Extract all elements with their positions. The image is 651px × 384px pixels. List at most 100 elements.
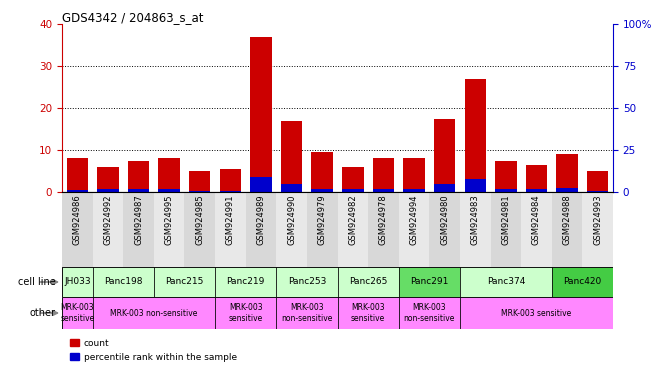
Bar bbox=[92, 297, 215, 329]
Text: MRK-003
non-sensitive: MRK-003 non-sensitive bbox=[281, 303, 333, 323]
Text: Panc374: Panc374 bbox=[487, 278, 525, 286]
Bar bbox=[465, 179, 486, 192]
Text: Panc219: Panc219 bbox=[227, 278, 265, 286]
Text: GSM924978: GSM924978 bbox=[379, 194, 388, 245]
Bar bbox=[62, 192, 92, 267]
Bar bbox=[398, 267, 460, 297]
Text: other: other bbox=[29, 308, 55, 318]
Bar bbox=[215, 267, 276, 297]
Bar bbox=[311, 152, 333, 192]
Bar bbox=[307, 192, 337, 267]
Bar bbox=[495, 189, 517, 192]
Text: GSM924982: GSM924982 bbox=[348, 194, 357, 245]
Bar bbox=[128, 189, 149, 192]
Text: Panc198: Panc198 bbox=[104, 278, 143, 286]
Text: MRK-003 sensitive: MRK-003 sensitive bbox=[501, 308, 572, 318]
Text: Panc253: Panc253 bbox=[288, 278, 326, 286]
Text: GSM924987: GSM924987 bbox=[134, 194, 143, 245]
Bar bbox=[557, 188, 578, 192]
Bar bbox=[342, 167, 363, 192]
Bar bbox=[521, 192, 552, 267]
Bar bbox=[250, 36, 271, 192]
Bar bbox=[62, 267, 92, 297]
Bar bbox=[219, 191, 241, 192]
Bar bbox=[342, 189, 363, 192]
Bar bbox=[276, 297, 337, 329]
Bar bbox=[337, 267, 398, 297]
Text: MRK-003
sensitive: MRK-003 sensitive bbox=[60, 303, 94, 323]
Text: GSM924995: GSM924995 bbox=[165, 194, 174, 245]
Bar bbox=[158, 189, 180, 192]
Bar bbox=[154, 267, 215, 297]
Bar bbox=[184, 192, 215, 267]
Text: Panc265: Panc265 bbox=[349, 278, 387, 286]
Bar bbox=[460, 192, 491, 267]
Bar bbox=[189, 191, 210, 192]
Bar bbox=[66, 159, 88, 192]
Bar bbox=[398, 192, 429, 267]
Bar bbox=[311, 189, 333, 192]
Bar bbox=[491, 192, 521, 267]
Bar bbox=[552, 192, 583, 267]
Bar bbox=[245, 192, 276, 267]
Bar bbox=[368, 192, 398, 267]
Bar bbox=[398, 297, 460, 329]
Text: MRK-003
sensitive: MRK-003 sensitive bbox=[351, 303, 385, 323]
Text: GSM924989: GSM924989 bbox=[256, 194, 266, 245]
Text: Panc291: Panc291 bbox=[410, 278, 449, 286]
Text: GSM924981: GSM924981 bbox=[501, 194, 510, 245]
Text: GSM924991: GSM924991 bbox=[226, 194, 235, 245]
Bar bbox=[92, 192, 123, 267]
Text: GSM924985: GSM924985 bbox=[195, 194, 204, 245]
Bar bbox=[552, 267, 613, 297]
Bar bbox=[373, 159, 394, 192]
Bar bbox=[373, 189, 394, 192]
Text: MRK-003
sensitive: MRK-003 sensitive bbox=[229, 303, 263, 323]
Bar bbox=[434, 184, 455, 192]
Bar bbox=[404, 189, 424, 192]
Text: GSM924994: GSM924994 bbox=[409, 194, 419, 245]
Bar bbox=[154, 192, 184, 267]
Text: GSM924986: GSM924986 bbox=[73, 194, 82, 245]
Legend: count, percentile rank within the sample: count, percentile rank within the sample bbox=[66, 336, 240, 365]
Bar bbox=[429, 192, 460, 267]
Bar bbox=[281, 184, 302, 192]
Text: Panc215: Panc215 bbox=[165, 278, 204, 286]
Text: MRK-003
non-sensitive: MRK-003 non-sensitive bbox=[404, 303, 455, 323]
Text: GSM924993: GSM924993 bbox=[593, 194, 602, 245]
Bar bbox=[97, 189, 118, 192]
Bar bbox=[92, 267, 154, 297]
Bar bbox=[404, 159, 424, 192]
Bar bbox=[337, 192, 368, 267]
Bar bbox=[66, 190, 88, 192]
Text: JH033: JH033 bbox=[64, 278, 90, 286]
Bar bbox=[526, 165, 547, 192]
Text: MRK-003 non-sensitive: MRK-003 non-sensitive bbox=[110, 308, 197, 318]
Bar bbox=[250, 177, 271, 192]
Bar bbox=[97, 167, 118, 192]
Text: GSM924988: GSM924988 bbox=[562, 194, 572, 245]
Bar bbox=[587, 171, 609, 192]
Text: GSM924980: GSM924980 bbox=[440, 194, 449, 245]
Bar bbox=[526, 189, 547, 192]
Bar bbox=[460, 267, 552, 297]
Bar bbox=[557, 154, 578, 192]
Bar bbox=[281, 121, 302, 192]
Bar bbox=[587, 191, 609, 192]
Text: GSM924992: GSM924992 bbox=[104, 194, 113, 245]
Bar bbox=[62, 297, 92, 329]
Text: GSM924979: GSM924979 bbox=[318, 194, 327, 245]
Bar bbox=[495, 161, 517, 192]
Text: GSM924990: GSM924990 bbox=[287, 194, 296, 245]
Bar bbox=[219, 169, 241, 192]
Bar bbox=[276, 192, 307, 267]
Bar bbox=[215, 192, 245, 267]
Text: cell line: cell line bbox=[18, 277, 55, 287]
Text: GSM924983: GSM924983 bbox=[471, 194, 480, 245]
Bar bbox=[276, 267, 337, 297]
Bar bbox=[583, 192, 613, 267]
Bar bbox=[434, 119, 455, 192]
Bar bbox=[337, 297, 398, 329]
Bar bbox=[215, 297, 276, 329]
Bar bbox=[123, 192, 154, 267]
